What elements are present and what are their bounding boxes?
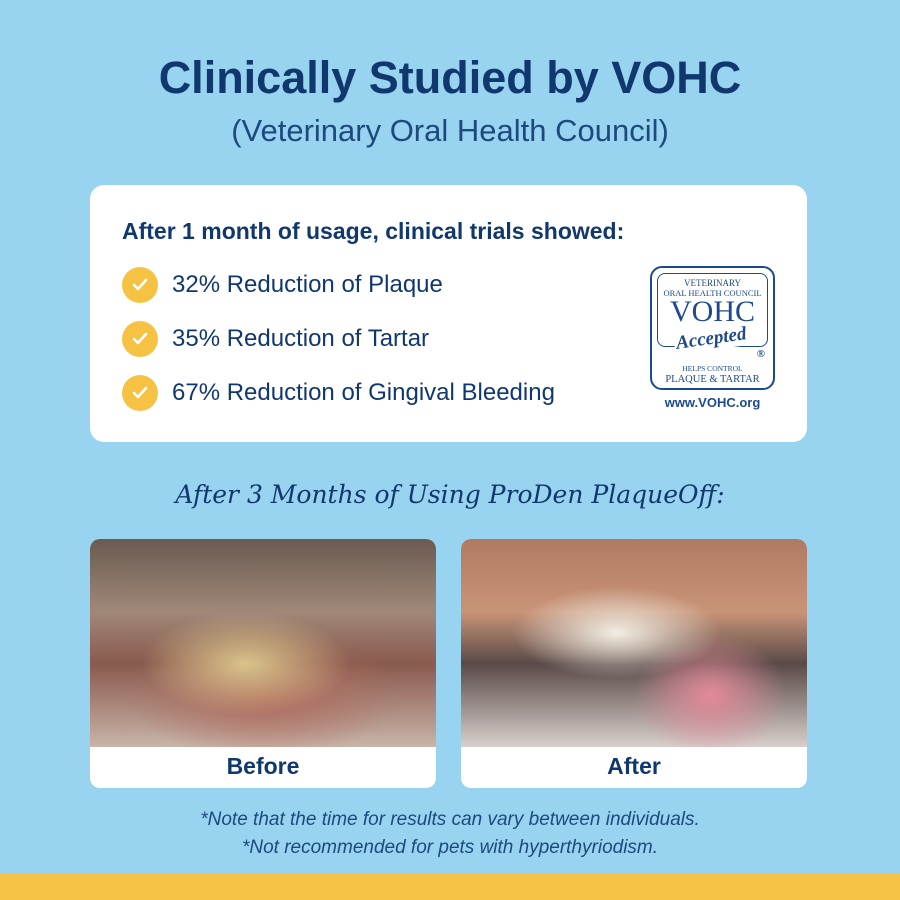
seal-line3: HELPS CONTROL — [682, 364, 743, 373]
after-photo-card: After — [461, 539, 807, 788]
seal-line2: ORAL HEALTH COUNCIL — [663, 288, 762, 298]
seal-abbr: VOHC — [669, 295, 755, 328]
after-label: After — [607, 753, 661, 779]
before-label: Before — [226, 753, 300, 779]
result-item: 32% Reduction of Plaque — [122, 267, 443, 303]
vohc-url: www.VOHC.org — [664, 395, 761, 410]
footnote: *Note that the time for results can vary… — [200, 809, 700, 830]
comparison-heading: After 3 Months of Using ProDen PlaqueOff… — [175, 480, 725, 509]
check-icon — [122, 375, 158, 411]
seal-line4: PLAQUE & TARTAR — [665, 374, 760, 385]
result-item: 35% Reduction of Tartar — [122, 321, 429, 357]
results-card: After 1 month of usage, clinical trials … — [90, 185, 807, 442]
vohc-seal-logo: VETERINARY ORAL HEALTH COUNCIL VOHC Acce… — [650, 266, 775, 390]
seal-line1: VETERINARY — [684, 278, 741, 288]
result-label: 32% Reduction of Plaque — [172, 271, 443, 298]
check-icon — [122, 321, 158, 357]
seal-reg: ® — [756, 348, 765, 360]
before-photo — [90, 539, 436, 747]
page-title: Clinically Studied by VOHC — [158, 52, 742, 103]
result-item: 67% Reduction of Gingival Bleeding — [122, 375, 555, 411]
result-label: 67% Reduction of Gingival Bleeding — [172, 379, 555, 406]
check-icon — [122, 267, 158, 303]
results-heading: After 1 month of usage, clinical trials … — [122, 218, 625, 244]
page-subtitle: (Veterinary Oral Health Council) — [231, 113, 669, 148]
result-label: 35% Reduction of Tartar — [172, 325, 430, 352]
bottom-accent-bar — [0, 873, 900, 900]
before-photo-card: Before — [90, 539, 436, 788]
footnote: *Not recommended for pets with hyperthyr… — [241, 837, 659, 858]
after-photo — [461, 539, 807, 747]
